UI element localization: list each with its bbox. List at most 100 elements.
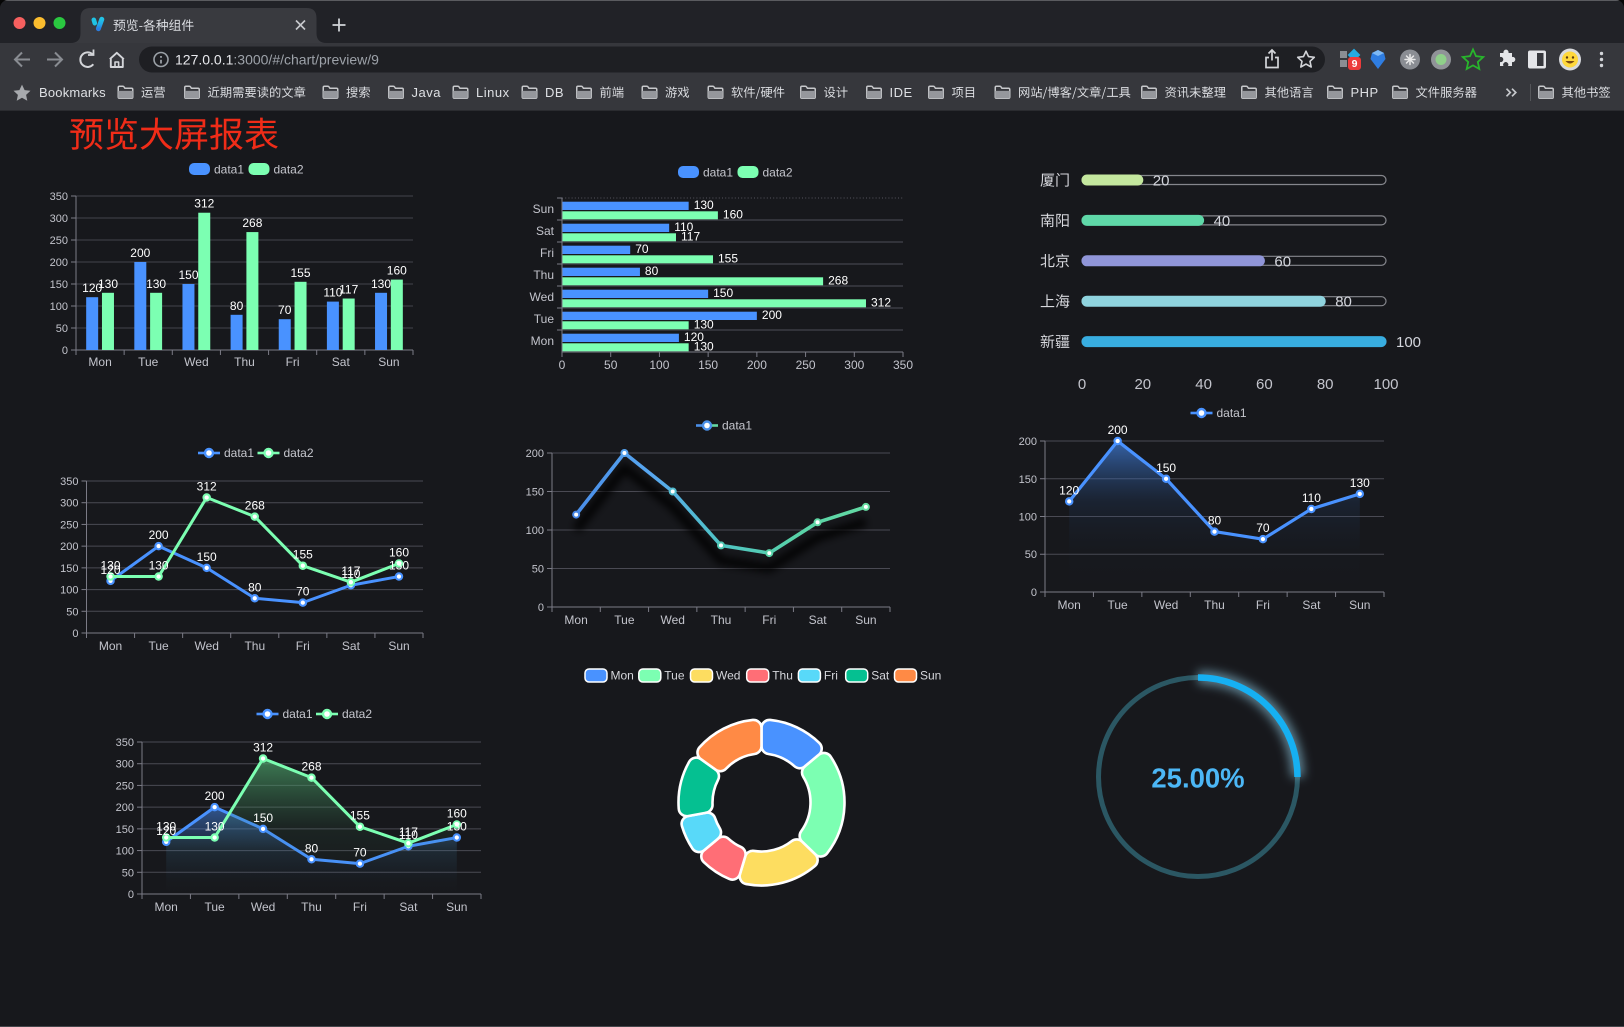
svg-text:200: 200 xyxy=(762,308,782,322)
svg-text:20: 20 xyxy=(1134,376,1151,393)
svg-text:Fri: Fri xyxy=(353,900,367,914)
svg-text:0: 0 xyxy=(538,602,544,614)
svg-text:200: 200 xyxy=(130,246,150,260)
svg-text:312: 312 xyxy=(197,480,217,494)
svg-text:130: 130 xyxy=(694,340,714,354)
svg-text:60: 60 xyxy=(1274,253,1291,270)
svg-text:160: 160 xyxy=(723,208,743,222)
svg-text:300: 300 xyxy=(50,213,68,225)
svg-text:data2: data2 xyxy=(763,166,793,180)
svg-text:110: 110 xyxy=(341,567,360,581)
svg-text:Sat: Sat xyxy=(399,900,418,914)
svg-text:Fri: Fri xyxy=(540,246,554,260)
svg-text:300: 300 xyxy=(60,498,78,510)
svg-text:200: 200 xyxy=(149,528,169,542)
svg-text:117: 117 xyxy=(399,825,418,839)
svg-text:Thu: Thu xyxy=(234,355,255,369)
svg-text:50: 50 xyxy=(604,358,618,372)
svg-text:350: 350 xyxy=(50,191,68,203)
svg-text:Wed: Wed xyxy=(1154,598,1178,612)
svg-text:Fri: Fri xyxy=(762,613,776,627)
svg-text:Sat: Sat xyxy=(536,224,555,238)
svg-text:Sat: Sat xyxy=(1302,598,1321,612)
svg-text:150: 150 xyxy=(1156,461,1176,475)
svg-text:Thu: Thu xyxy=(1204,598,1225,612)
svg-text:110: 110 xyxy=(323,286,342,300)
svg-text:Sat: Sat xyxy=(342,639,361,653)
svg-text:50: 50 xyxy=(122,867,134,879)
svg-text:Tue: Tue xyxy=(534,312,555,326)
svg-text:data1: data1 xyxy=(283,707,313,721)
svg-text:70: 70 xyxy=(635,242,649,256)
svg-text:IDE: IDE xyxy=(890,85,913,100)
svg-text:250: 250 xyxy=(60,519,78,531)
svg-text:117: 117 xyxy=(341,564,360,578)
svg-text:Sat: Sat xyxy=(809,613,828,627)
svg-text:Fri: Fri xyxy=(286,355,300,369)
svg-text:130: 130 xyxy=(100,559,120,573)
svg-text:200: 200 xyxy=(60,541,78,553)
svg-text:150: 150 xyxy=(526,487,544,499)
svg-text:150: 150 xyxy=(116,824,134,836)
svg-text:Thu: Thu xyxy=(533,268,554,282)
svg-text:Bookmarks: Bookmarks xyxy=(39,85,106,100)
svg-text:70: 70 xyxy=(278,303,292,317)
svg-text:Mon: Mon xyxy=(99,639,122,653)
svg-text:Fri: Fri xyxy=(296,639,310,653)
svg-text:Thu: Thu xyxy=(772,669,793,683)
svg-text:80: 80 xyxy=(1208,514,1222,528)
svg-text:data2: data2 xyxy=(274,163,304,177)
svg-text:200: 200 xyxy=(526,448,544,460)
svg-text:80: 80 xyxy=(248,580,262,594)
svg-text:Thu: Thu xyxy=(244,639,265,653)
svg-text:data1: data1 xyxy=(1217,406,1247,420)
svg-text:120: 120 xyxy=(82,281,102,295)
svg-text:200: 200 xyxy=(116,802,134,814)
svg-text:Sat: Sat xyxy=(871,669,890,683)
svg-text:200: 200 xyxy=(50,257,68,269)
svg-text:130: 130 xyxy=(205,820,225,834)
svg-text:200: 200 xyxy=(205,789,225,803)
svg-text:100: 100 xyxy=(116,846,134,858)
svg-text:9: 9 xyxy=(1352,58,1358,70)
svg-text:Mon: Mon xyxy=(611,669,634,683)
svg-text:50: 50 xyxy=(1025,549,1037,561)
svg-text:Mon: Mon xyxy=(1058,598,1081,612)
svg-text:110: 110 xyxy=(674,220,693,234)
svg-text:150: 150 xyxy=(197,550,217,564)
svg-text:130: 130 xyxy=(1350,476,1370,490)
svg-text:60: 60 xyxy=(1256,376,1273,393)
svg-text:data1: data1 xyxy=(214,163,244,177)
svg-text:160: 160 xyxy=(447,807,467,821)
svg-text:160: 160 xyxy=(389,546,409,560)
svg-text:120: 120 xyxy=(156,824,176,838)
svg-text:312: 312 xyxy=(253,741,273,755)
svg-text:150: 150 xyxy=(698,358,718,372)
svg-text:data1: data1 xyxy=(722,419,752,433)
svg-text:PHP: PHP xyxy=(1351,85,1379,100)
svg-text:150: 150 xyxy=(253,811,273,825)
svg-text:350: 350 xyxy=(60,476,78,488)
svg-text:Wed: Wed xyxy=(660,613,684,627)
svg-text:Thu: Thu xyxy=(301,900,322,914)
svg-text:Linux: Linux xyxy=(476,85,510,100)
svg-text:80: 80 xyxy=(1317,376,1334,393)
svg-text:25.00%: 25.00% xyxy=(1151,763,1244,794)
svg-text:268: 268 xyxy=(828,274,848,288)
svg-text:130: 130 xyxy=(694,198,714,212)
svg-text:155: 155 xyxy=(718,252,738,266)
svg-text:Sat: Sat xyxy=(332,355,351,369)
svg-text:40: 40 xyxy=(1195,376,1212,393)
svg-text:Sun: Sun xyxy=(920,669,941,683)
svg-text:data2: data2 xyxy=(284,446,314,460)
svg-text:155: 155 xyxy=(290,266,310,280)
svg-text:70: 70 xyxy=(1256,521,1270,535)
svg-text:Sun: Sun xyxy=(855,613,876,627)
svg-text:100: 100 xyxy=(50,301,68,313)
svg-text:130: 130 xyxy=(447,820,467,834)
svg-text:350: 350 xyxy=(116,737,134,749)
svg-text:Tue: Tue xyxy=(664,669,685,683)
svg-text:250: 250 xyxy=(796,358,816,372)
svg-text:0: 0 xyxy=(1078,376,1086,393)
svg-text:120: 120 xyxy=(100,563,120,577)
